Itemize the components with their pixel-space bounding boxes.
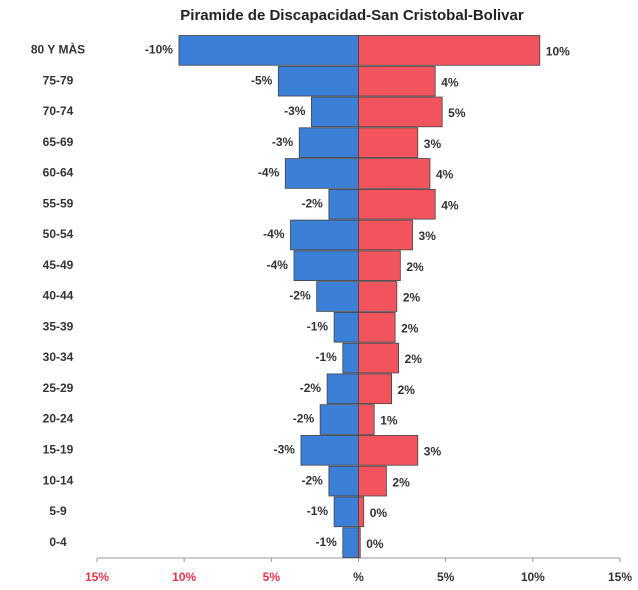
bar (358, 342, 399, 374)
data-label: 4% (436, 168, 454, 182)
y-tick-label: 75-79 (43, 73, 74, 87)
y-tick-label: 25-29 (43, 381, 74, 395)
data-label: 2% (405, 352, 423, 366)
bar (333, 311, 359, 343)
y-tick-label: 70-74 (43, 104, 74, 118)
y-tick-label: 55-59 (43, 196, 74, 210)
y-tick-label: 45-49 (43, 258, 74, 272)
y-tick-label: 15-19 (43, 442, 74, 456)
x-tick-label: 10% (521, 570, 545, 584)
y-tick-label: 5-9 (49, 504, 67, 518)
x-tick-label: 5% (437, 570, 455, 584)
data-label: -3% (284, 104, 306, 118)
data-label: -1% (315, 350, 337, 364)
data-label: 3% (424, 137, 442, 151)
bar (293, 250, 359, 282)
data-label: 2% (403, 291, 421, 305)
bar (358, 404, 375, 435)
y-tick-label: 80 Y MÀS (31, 42, 85, 57)
data-label: -2% (302, 473, 324, 487)
data-label: 2% (392, 475, 410, 489)
data-label: -10% (145, 43, 173, 57)
bar (358, 496, 365, 528)
y-tick-label: 10-14 (43, 473, 74, 487)
data-label: -4% (258, 166, 280, 180)
data-label: -4% (263, 227, 285, 241)
bar (298, 127, 359, 158)
data-label: 2% (401, 321, 419, 335)
bar (326, 373, 359, 405)
bar (358, 35, 541, 66)
bar (328, 188, 359, 220)
bar (319, 404, 359, 435)
bar (311, 96, 359, 128)
data-label: 3% (424, 444, 442, 458)
data-label: 3% (419, 229, 437, 243)
y-tick-label: 60-64 (43, 166, 74, 180)
data-label: 0% (370, 506, 388, 520)
data-label: 4% (441, 198, 459, 212)
bar (328, 465, 359, 497)
y-tick-label: 65-69 (43, 135, 74, 149)
bar (333, 496, 359, 528)
data-label: -2% (293, 412, 315, 426)
data-label: -2% (300, 381, 322, 395)
data-label: -3% (272, 135, 294, 149)
data-label: -1% (315, 535, 337, 549)
data-label: 4% (441, 75, 459, 89)
bar (290, 219, 359, 251)
data-label: -5% (251, 73, 273, 87)
data-label: -1% (307, 504, 329, 518)
x-tick-label: 5% (263, 570, 281, 584)
bar (342, 342, 359, 374)
data-label: -2% (302, 196, 324, 210)
x-tick-label: % (353, 570, 364, 584)
bar (358, 127, 419, 158)
bar (358, 281, 398, 312)
bar (300, 435, 359, 466)
data-label: 2% (398, 383, 416, 397)
data-label: 10% (546, 45, 570, 59)
bar (284, 158, 359, 189)
x-tick-label: 10% (172, 570, 196, 584)
y-tick-label: 40-44 (43, 289, 74, 303)
bar (358, 188, 436, 220)
data-label: 1% (380, 414, 398, 428)
bar (178, 35, 359, 66)
data-label: 0% (366, 537, 384, 551)
bar (358, 435, 419, 466)
bar (342, 527, 359, 558)
bar (358, 96, 443, 128)
y-tick-label: 30-34 (43, 350, 74, 364)
bar (358, 250, 401, 282)
y-tick-label: 50-54 (43, 227, 74, 241)
chart-title: Piramide de Discapacidad-San Cristobal-B… (180, 7, 524, 24)
bar (358, 311, 396, 343)
bar (358, 65, 436, 97)
x-tick-label: 15% (608, 570, 632, 584)
bar (358, 527, 361, 558)
data-label: -2% (289, 289, 311, 303)
data-label: -3% (274, 442, 296, 456)
bar (277, 65, 359, 97)
data-label: -4% (267, 258, 289, 272)
data-label: 5% (448, 106, 466, 120)
y-tick-label: 35-39 (43, 319, 74, 333)
y-tick-label: 0-4 (49, 535, 67, 549)
bar (316, 281, 359, 312)
data-label: -1% (307, 319, 329, 333)
bar (358, 219, 413, 251)
y-tick-label: 20-24 (43, 412, 74, 426)
bar (358, 158, 431, 189)
x-tick-label: 15% (85, 570, 109, 584)
bar (358, 373, 393, 405)
bar (358, 465, 387, 497)
data-label: 2% (406, 260, 424, 274)
